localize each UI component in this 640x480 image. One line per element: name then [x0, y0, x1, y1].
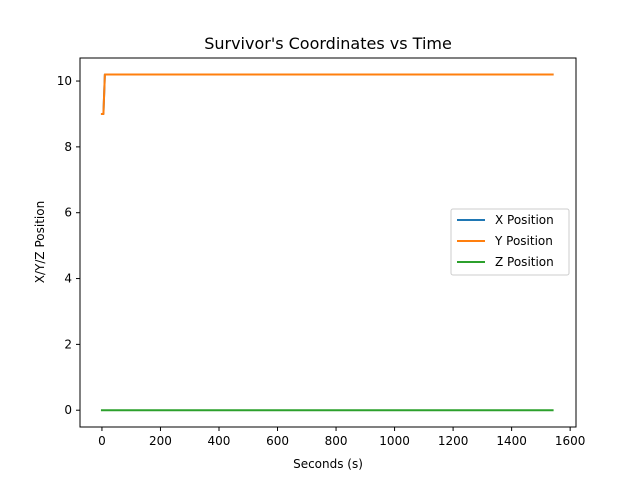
legend-items: X Position Y Position Z Position: [457, 213, 554, 269]
y-tick-label: 8: [64, 140, 72, 154]
legend: X Position Y Position Z Position: [450, 208, 570, 276]
series-line-y-position: [100, 73, 554, 115]
y-tick-label: 4: [64, 272, 72, 286]
x-axis: 0 200 400 600 800 1000 1200 1400 1600: [98, 427, 585, 448]
x-tick-label: 1200: [438, 434, 469, 448]
x-tick-label: 1400: [496, 434, 527, 448]
y-tick-label: 0: [64, 403, 72, 417]
x-tick-label: 0: [98, 434, 106, 448]
y-axis-label: X/Y/Z Position: [33, 201, 47, 283]
y-axis: 0 2 4 6 8 10: [57, 74, 80, 417]
x-tick-label: 800: [325, 434, 348, 448]
legend-label: Z Position: [495, 255, 554, 269]
y-tick-label: 2: [64, 337, 72, 351]
x-axis-label: Seconds (s): [293, 457, 363, 471]
chart-title: Survivor's Coordinates vs Time: [204, 34, 452, 53]
plot-frame: [79, 57, 577, 428]
x-tick-label: 600: [266, 434, 289, 448]
legend-label: X Position: [495, 213, 554, 227]
legend-box: [450, 208, 570, 276]
x-tick-label: 200: [149, 434, 172, 448]
x-tick-label: 1000: [379, 434, 410, 448]
y-tick-label: 6: [64, 206, 72, 220]
legend-label: Y Position: [494, 234, 553, 248]
plot-lines: [100, 73, 554, 412]
x-tick-label: 1600: [555, 434, 586, 448]
y-tick-label: 10: [57, 74, 72, 88]
x-tick-label: 400: [208, 434, 231, 448]
